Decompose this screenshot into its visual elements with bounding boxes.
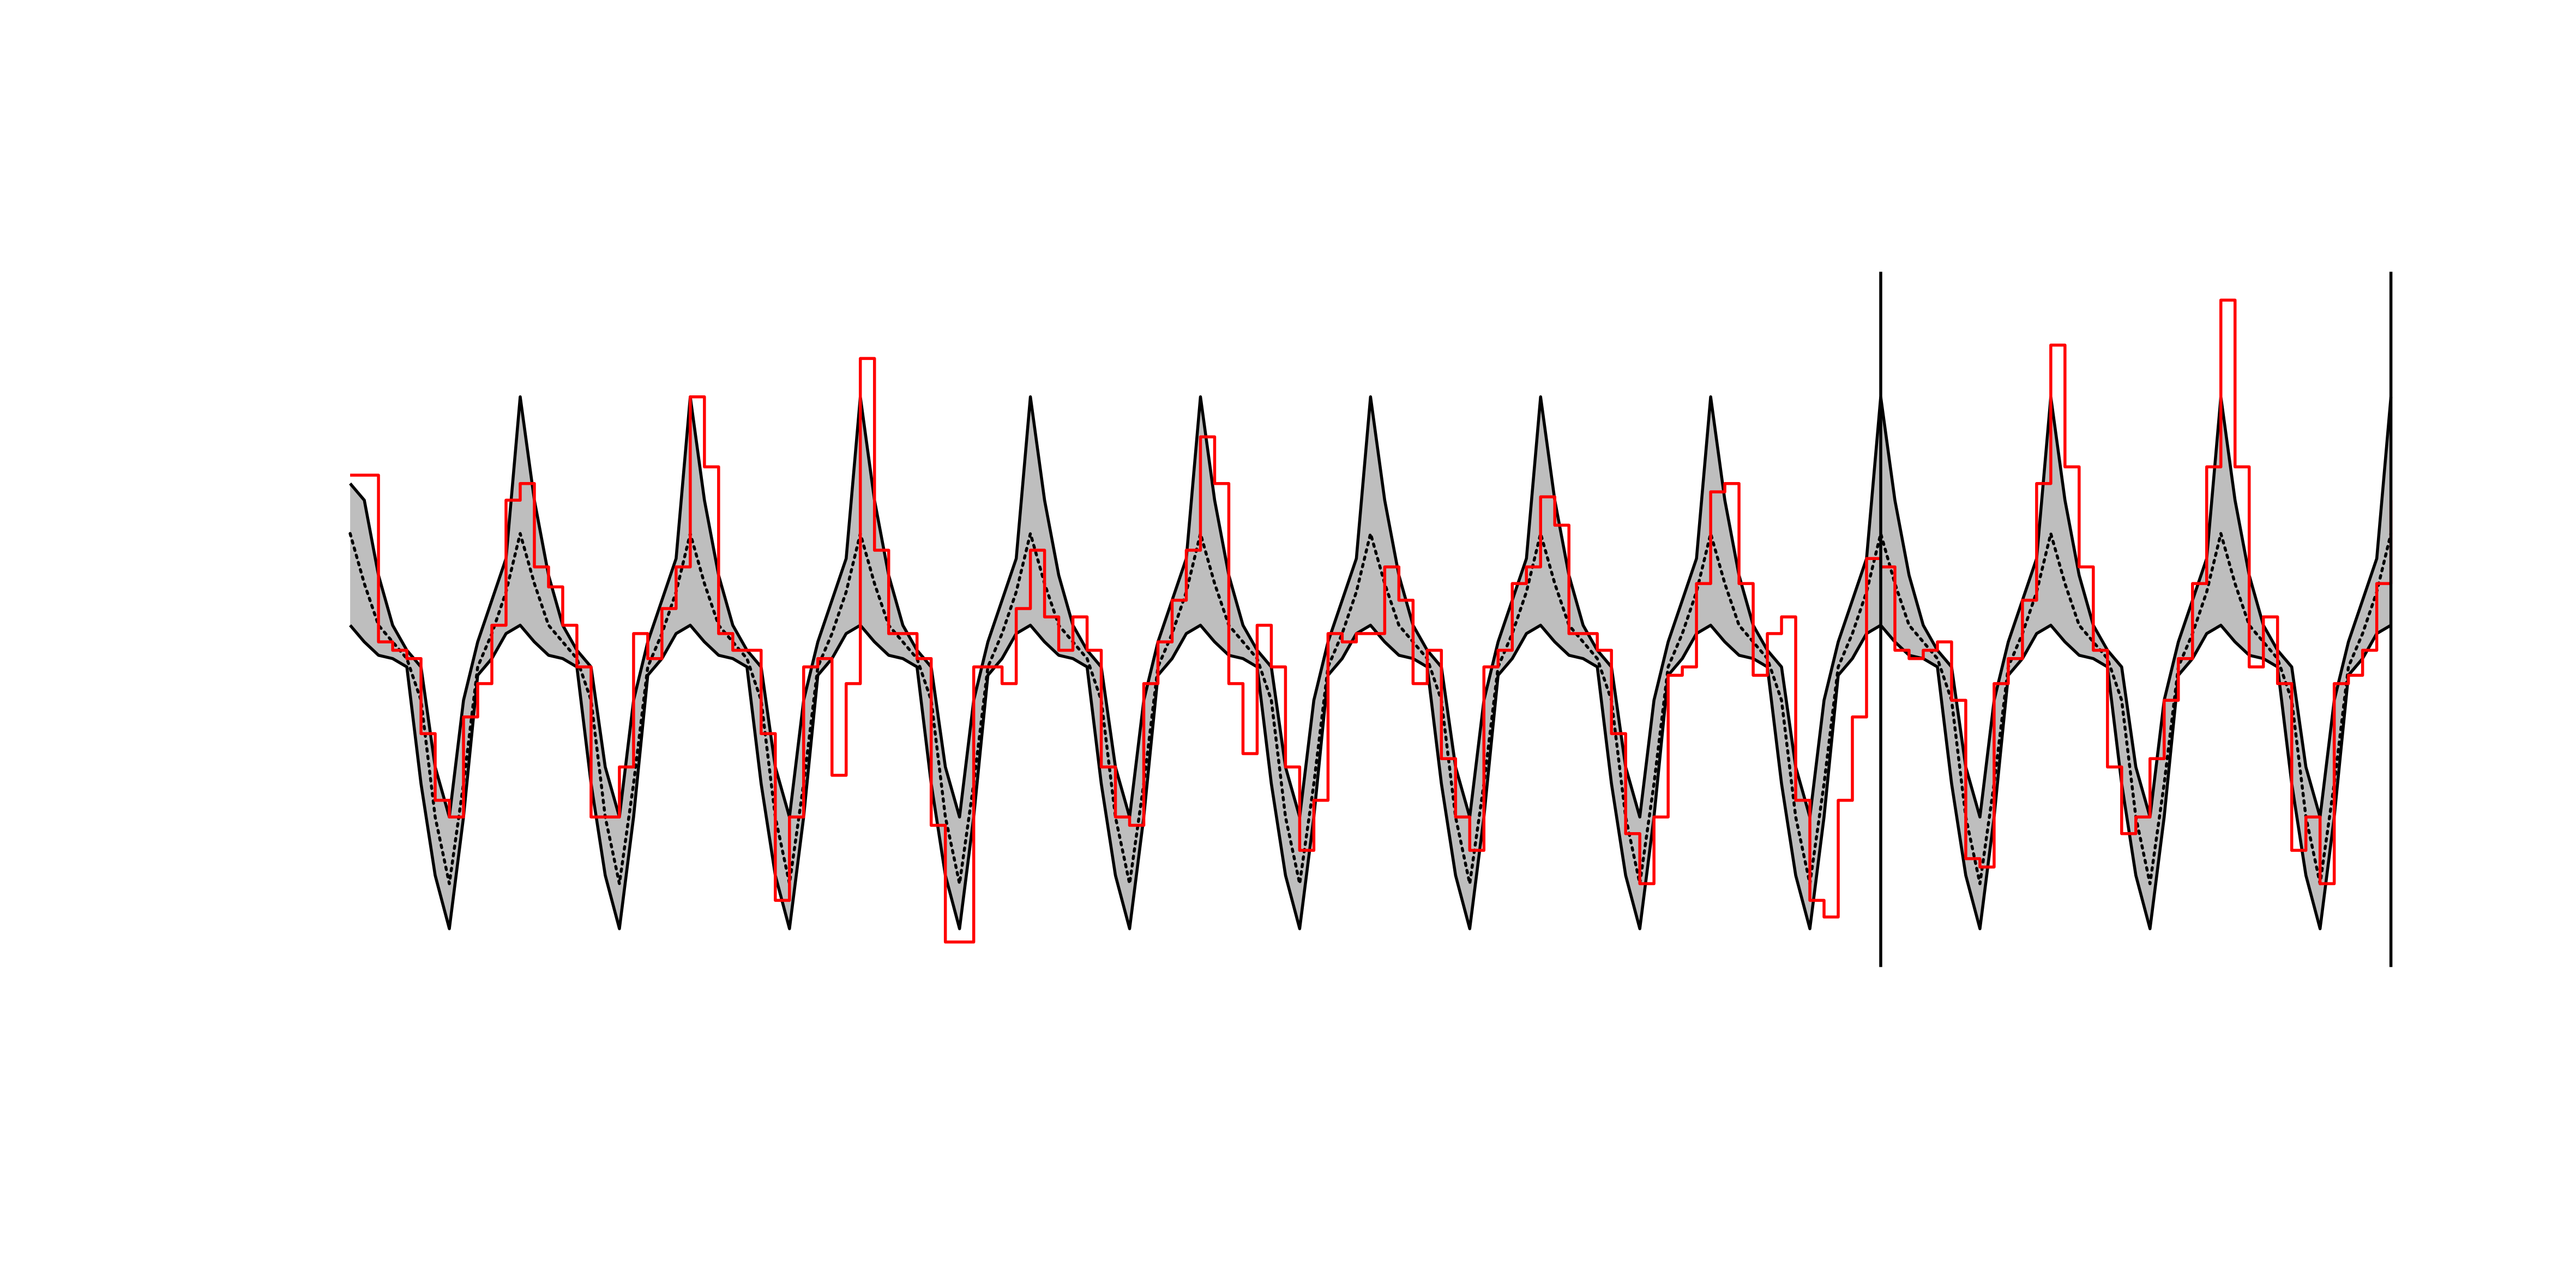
bound-line — [349, 623, 2392, 930]
observed-line — [350, 298, 2393, 944]
band-area — [350, 396, 2391, 929]
